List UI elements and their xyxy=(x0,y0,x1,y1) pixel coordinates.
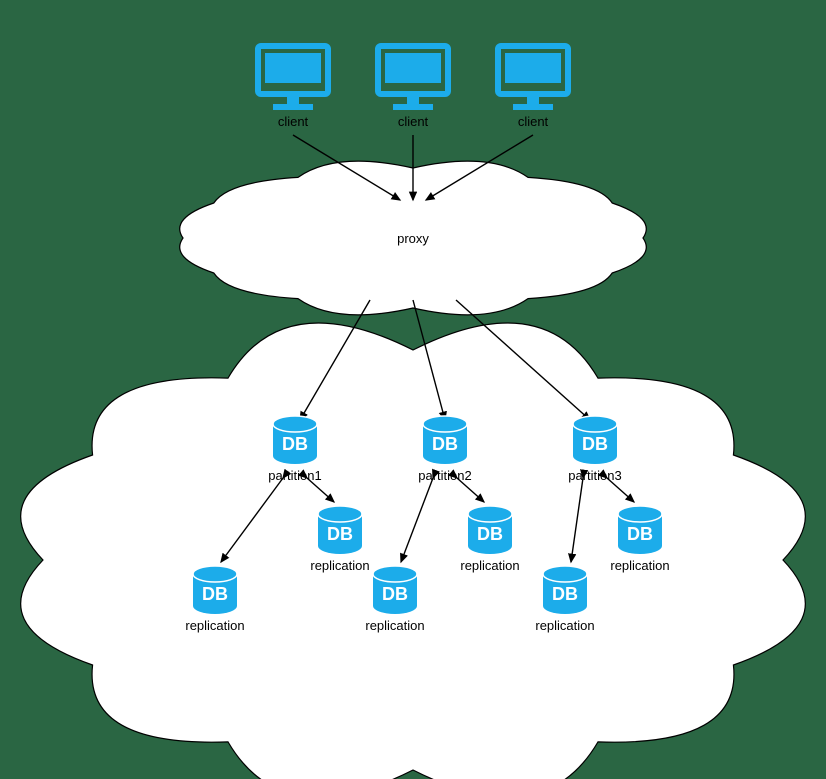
replication-db-2-label: replication xyxy=(460,558,519,573)
db-text: DB xyxy=(282,434,308,454)
db-text: DB xyxy=(202,584,228,604)
db-text: DB xyxy=(552,584,578,604)
partition-db-1-label: partition2 xyxy=(418,468,471,483)
architecture-diagram: proxy client client client DB partition1 DB par… xyxy=(0,0,826,779)
client-icon xyxy=(498,46,568,110)
client-icon xyxy=(258,46,328,110)
db-text: DB xyxy=(432,434,458,454)
replication-db-4-label: replication xyxy=(610,558,669,573)
client-label: client xyxy=(278,114,309,129)
partition-db-2-label: partition3 xyxy=(568,468,621,483)
db-text: DB xyxy=(582,434,608,454)
data-cloud xyxy=(21,323,806,779)
client-icon xyxy=(378,46,448,110)
db-text: DB xyxy=(477,524,503,544)
replication-db-5-label: replication xyxy=(535,618,594,633)
proxy-label: proxy xyxy=(397,231,429,246)
db-text: DB xyxy=(327,524,353,544)
replication-db-3-label: replication xyxy=(365,618,424,633)
client-label: client xyxy=(398,114,429,129)
db-text: DB xyxy=(382,584,408,604)
replication-db-1-label: replication xyxy=(185,618,244,633)
client-label: client xyxy=(518,114,549,129)
partition-db-0-label: partition1 xyxy=(268,468,321,483)
db-text: DB xyxy=(627,524,653,544)
replication-db-0-label: replication xyxy=(310,558,369,573)
